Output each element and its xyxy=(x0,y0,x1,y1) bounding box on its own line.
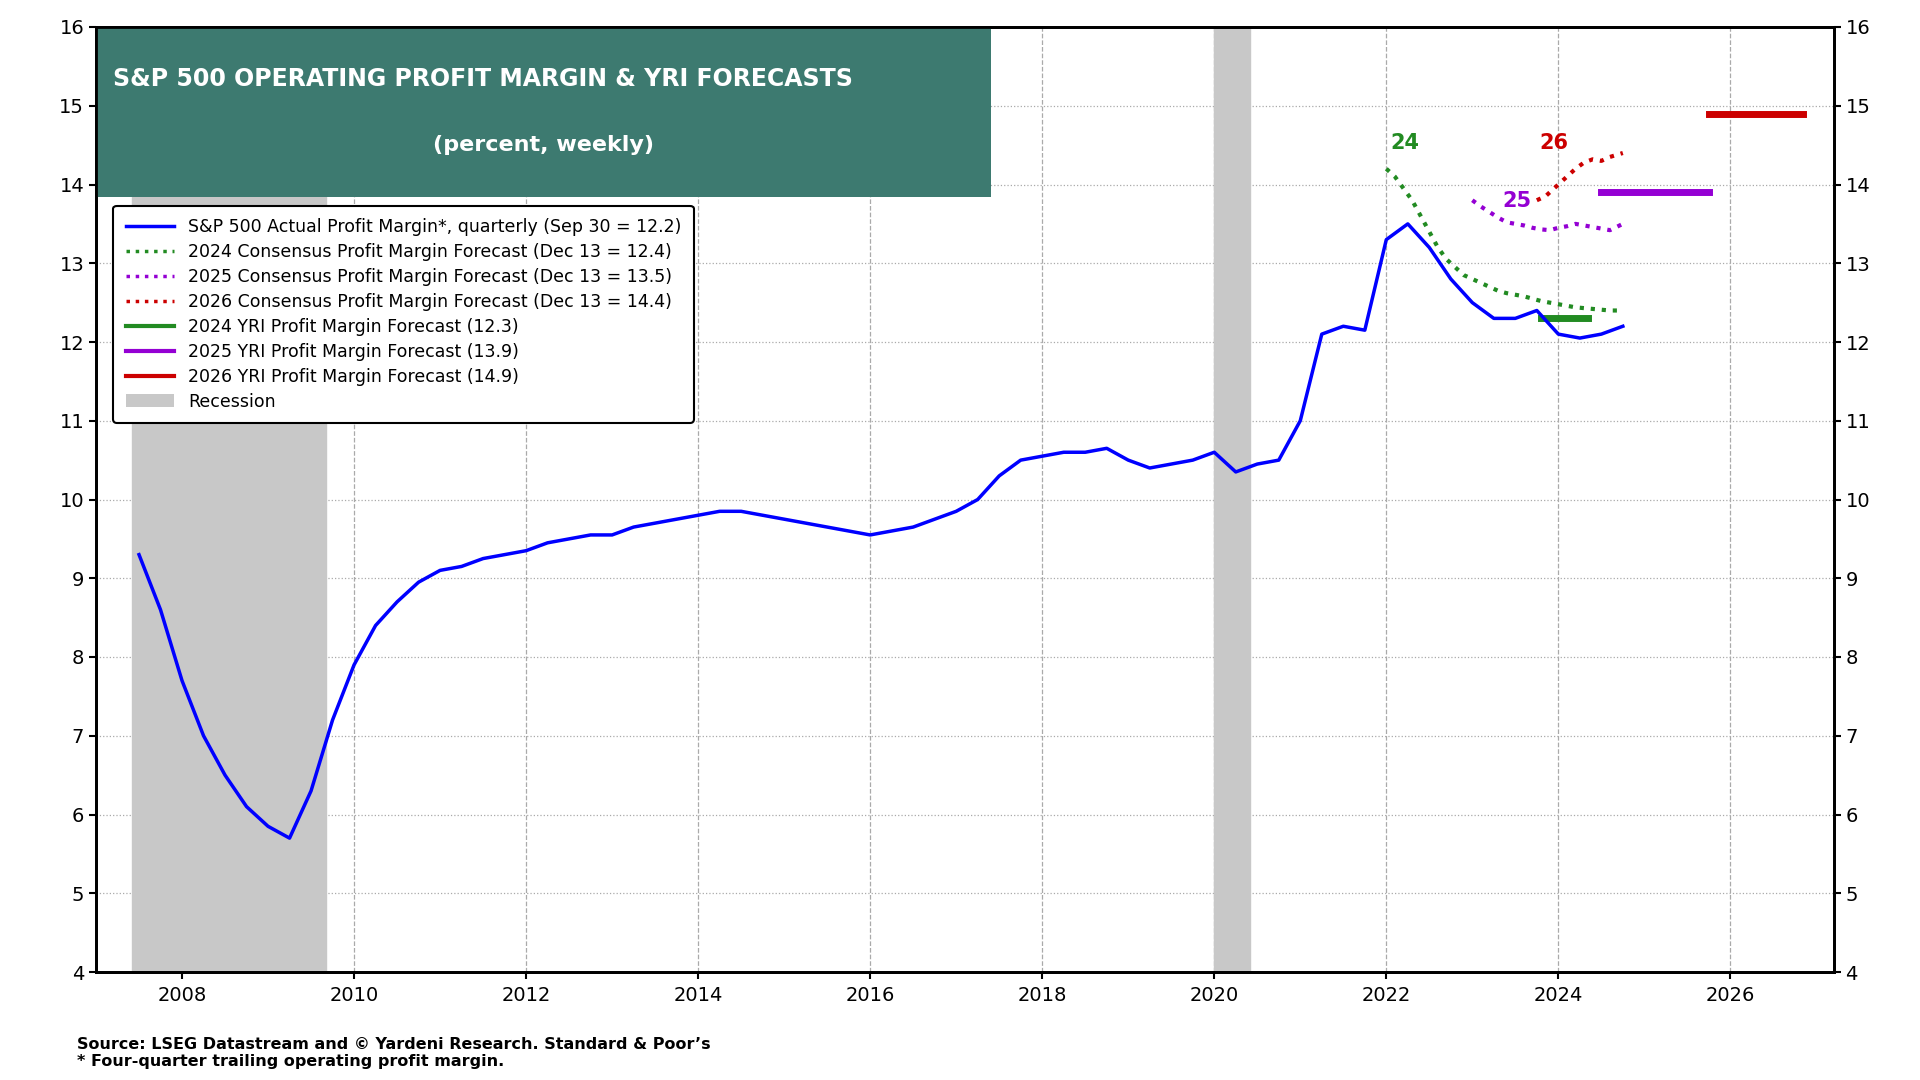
Text: Source: LSEG Datastream and © Yardeni Research. Standard & Poor’s
* Four-quarter: Source: LSEG Datastream and © Yardeni Re… xyxy=(77,1037,710,1069)
Text: 25: 25 xyxy=(1503,190,1532,211)
Text: S&P 500 OPERATING PROFIT MARGIN & YRI FORECASTS: S&P 500 OPERATING PROFIT MARGIN & YRI FO… xyxy=(113,67,852,91)
Legend: S&P 500 Actual Profit Margin*, quarterly (Sep 30 = 12.2), 2024 Consensus Profit : S&P 500 Actual Profit Margin*, quarterly… xyxy=(113,206,693,422)
Text: 24: 24 xyxy=(1390,133,1419,153)
Text: (percent, weekly): (percent, weekly) xyxy=(432,135,655,156)
Bar xyxy=(1213,27,1250,972)
Bar xyxy=(132,27,326,972)
Text: 26: 26 xyxy=(1540,133,1569,153)
FancyBboxPatch shape xyxy=(96,27,991,197)
